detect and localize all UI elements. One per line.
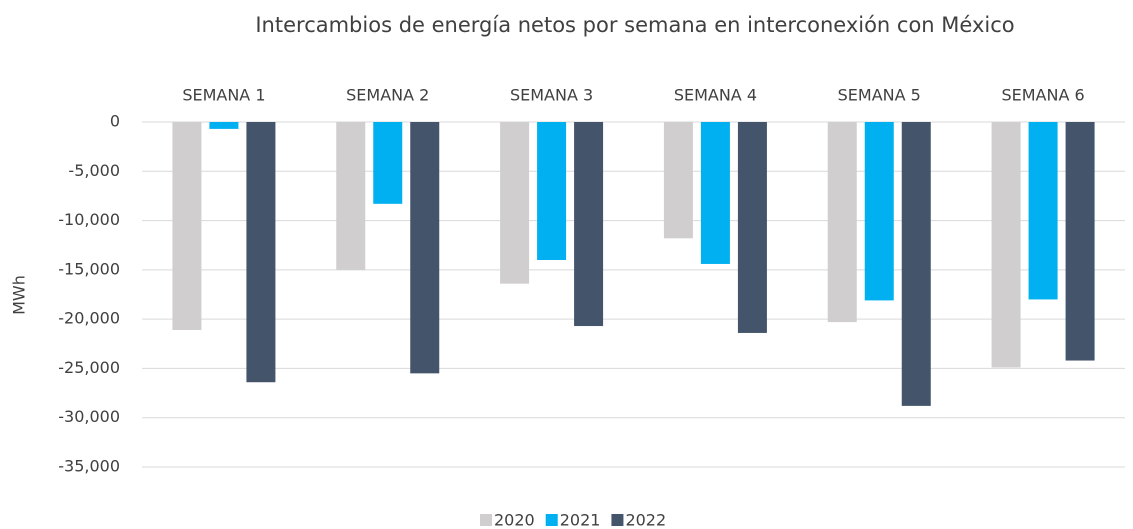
y-tick-label: 0 xyxy=(110,112,120,131)
chart: Intercambios de energía netos por semana… xyxy=(0,0,1133,529)
bar xyxy=(246,122,275,382)
plot: MWh 0 -5,000 -10,000 -15,000 -20,000 -25,000 -… xyxy=(0,0,1133,529)
bar xyxy=(738,122,767,333)
y-tick-label: -20,000 xyxy=(58,309,120,328)
bar xyxy=(1066,122,1095,361)
legend-label: 2021 xyxy=(560,511,601,529)
y-tick-label: -15,000 xyxy=(58,259,120,278)
bar xyxy=(701,122,730,264)
bar xyxy=(209,122,238,129)
y-tick-label: -30,000 xyxy=(58,407,120,426)
x-tick-label: SEMANA 2 xyxy=(346,86,429,105)
y-tick-label: -35,000 xyxy=(58,457,120,476)
bar xyxy=(902,122,931,406)
bar xyxy=(1029,122,1058,299)
legend-swatch xyxy=(611,514,623,526)
y-tick-label: -10,000 xyxy=(58,210,120,229)
legend-swatch xyxy=(480,514,492,526)
x-tick-label: SEMANA 1 xyxy=(182,86,265,105)
bar xyxy=(664,122,693,238)
y-tick-label: -5,000 xyxy=(68,161,120,180)
legend-label: 2022 xyxy=(625,511,666,529)
bar xyxy=(828,122,857,322)
bar xyxy=(574,122,603,326)
x-tick-label: SEMANA 4 xyxy=(674,86,757,105)
x-tick-label: SEMANA 5 xyxy=(838,86,921,105)
x-tick-label: SEMANA 3 xyxy=(510,86,593,105)
legend-swatch xyxy=(546,514,558,526)
y-axis-label: MWh xyxy=(10,275,29,315)
bar xyxy=(865,122,894,300)
bar xyxy=(500,122,529,284)
x-tick-label: SEMANA 6 xyxy=(1001,86,1084,105)
y-tick-label: -25,000 xyxy=(58,358,120,377)
bar xyxy=(410,122,439,373)
bar xyxy=(992,122,1021,367)
bar xyxy=(537,122,566,260)
bar xyxy=(172,122,201,330)
bar xyxy=(373,122,402,204)
bar xyxy=(336,122,365,270)
chart-title: Intercambios de energía netos por semana… xyxy=(200,12,1070,38)
legend-label: 2020 xyxy=(494,511,535,529)
